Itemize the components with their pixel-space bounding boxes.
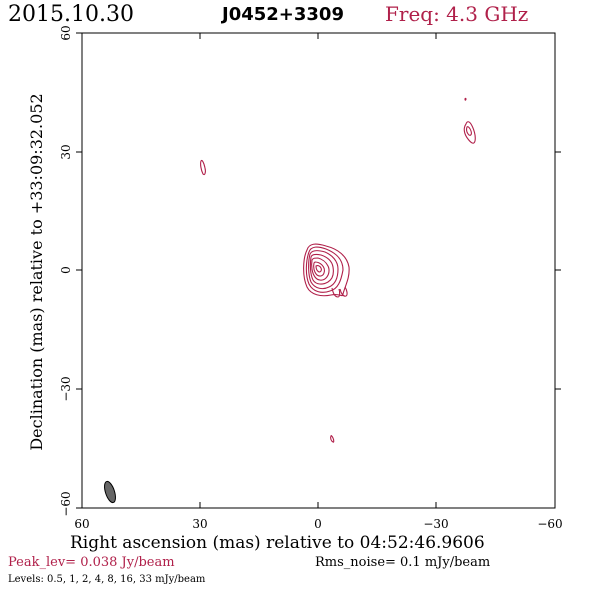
x-axis-label: Right ascension (mas) relative to 04:52:…: [70, 533, 485, 553]
beam-ellipse: [104, 480, 116, 504]
contour-lines: [200, 97, 476, 443]
plot-frame: [81, 32, 556, 509]
y-tick-label: 0: [59, 266, 73, 274]
ne-component: [463, 97, 476, 144]
x-tick-label: −60: [537, 517, 562, 531]
x-tick-label: 30: [192, 517, 207, 531]
x-tick-label: −30: [423, 517, 448, 531]
y-tick-label: −30: [59, 376, 73, 401]
tick-marks: [76, 32, 561, 509]
y-axis-label: Declination (mas) relative to +33:09:32.…: [27, 93, 46, 450]
y-tick-label: 60: [59, 25, 73, 40]
weak-feature-nw: [200, 159, 206, 176]
rms-noise: Rms_noise= 0.1 mJy/beam: [315, 555, 491, 570]
y-tick-label: −60: [59, 491, 73, 516]
source-name: J0452+3309: [222, 4, 344, 25]
core-component: [303, 243, 350, 298]
contour-levels: Levels: 0.5, 1, 2, 4, 8, 16, 33 mJy/beam: [8, 574, 206, 585]
frequency-label: Freq: 4.3 GHz: [385, 2, 529, 26]
epoch-date: 2015.10.30: [8, 2, 134, 27]
x-tick-label: 0: [314, 517, 322, 531]
y-tick-label: 30: [59, 144, 73, 159]
peak-level: Peak_lev= 0.038 Jy/beam: [8, 555, 175, 570]
weak-feature-south: [330, 435, 335, 443]
x-tick-label: 60: [74, 517, 89, 531]
